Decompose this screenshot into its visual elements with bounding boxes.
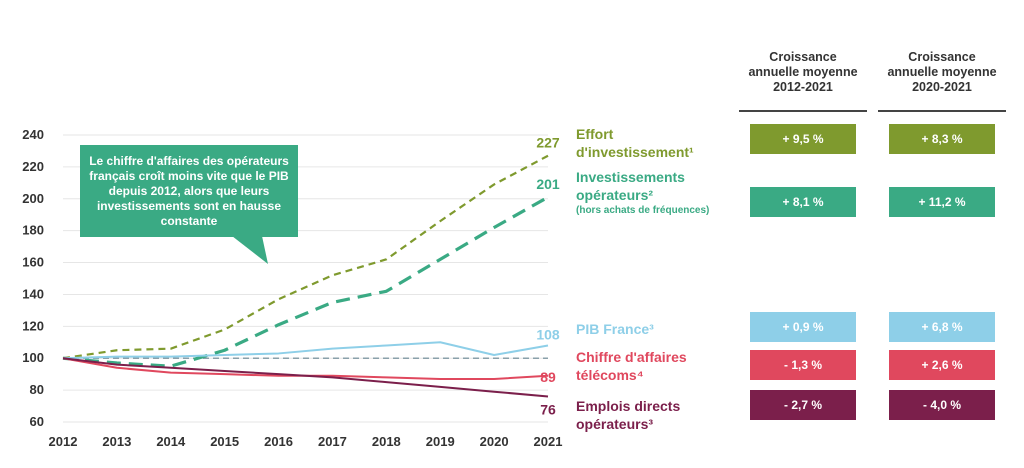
x-tick-2018: 2018: [372, 434, 401, 449]
series-line-0: [62, 154, 549, 360]
y-tick-120: 120: [22, 318, 44, 333]
label-invest-line1: Investissements: [576, 169, 685, 185]
x-tick-2017: 2017: [318, 434, 347, 449]
end-labels: 227 201 108 89 76: [536, 135, 560, 418]
row-emplois-col2: - 4,0 %: [889, 390, 995, 420]
x-tick-2016: 2016: [264, 434, 293, 449]
end-label-2: 108: [536, 326, 560, 342]
x-tick-2012: 2012: [49, 434, 78, 449]
x-tick-2020: 2020: [480, 434, 509, 449]
x-tick-2015: 2015: [210, 434, 239, 449]
row-ca-col2: + 2,6 %: [889, 350, 995, 380]
label-emplois-line2: opérateurs³: [576, 416, 654, 432]
series-line-4: [62, 357, 549, 398]
label-effort-line2: d'investissement¹: [576, 144, 694, 160]
y-tick-140: 140: [22, 286, 44, 301]
y-tick-180: 180: [22, 223, 44, 238]
label-ca-line1: Chiffre d'affaires: [576, 349, 687, 365]
x-tick-2021: 2021: [534, 434, 563, 449]
row-invest-col1: + 8,1 %: [750, 187, 856, 217]
label-ca-line2: télécoms⁴: [576, 367, 644, 383]
y-tick-160: 160: [22, 255, 44, 270]
callout-box: Le chiffre d'affaires des opérateurs fra…: [80, 145, 298, 237]
row-invest-col2: + 11,2 %: [889, 187, 995, 217]
col1-header-line3: 2012-2021: [773, 80, 833, 94]
label-emplois-line1: Emplois directs: [576, 398, 681, 414]
col1-header-line1: Croissance: [769, 50, 837, 64]
x-tick-2013: 2013: [102, 434, 131, 449]
y-axis-ticks: 60 80 100 120 140 160 180 200 220 240: [22, 127, 44, 429]
label-pib: PIB France³: [576, 320, 654, 338]
label-invest-sub: (hors achats de fréquences): [576, 205, 710, 216]
end-label-3: 89: [540, 369, 556, 385]
series-lines: [62, 154, 549, 398]
row-effort-col1: + 9,5 %: [750, 124, 856, 154]
y-tick-220: 220: [22, 159, 44, 174]
end-label-1: 201: [536, 176, 560, 192]
row-effort-col2: + 8,3 %: [889, 124, 995, 154]
label-effort-line1: Effort: [576, 126, 614, 142]
callout-tail: [232, 236, 268, 264]
series-line-1: [62, 195, 549, 368]
y-tick-80: 80: [30, 382, 44, 397]
y-tick-240: 240: [22, 127, 44, 142]
label-invest: Investissements opérateurs² (hors achats…: [576, 168, 709, 218]
end-label-0: 227: [536, 135, 560, 151]
label-emplois: Emplois directs opérateurs³: [576, 397, 680, 433]
row-ca-col1: - 1,3 %: [750, 350, 856, 380]
x-tick-2019: 2019: [426, 434, 455, 449]
label-invest-line2: opérateurs²: [576, 187, 654, 203]
x-tick-2014: 2014: [156, 434, 186, 449]
label-ca: Chiffre d'affaires télécoms⁴: [576, 348, 687, 384]
row-pib-col2: + 6,8 %: [889, 312, 995, 342]
series-line-2: [62, 341, 549, 360]
y-tick-60: 60: [30, 414, 44, 429]
row-emplois-col1: - 2,7 %: [750, 390, 856, 420]
col1-rule: [739, 110, 867, 112]
y-tick-100: 100: [22, 350, 44, 365]
y-tick-200: 200: [22, 191, 44, 206]
label-pib-text: PIB France³: [576, 321, 654, 337]
col1-header-line2: annuelle moyenne: [748, 65, 858, 79]
col2-header: Croissance annuelle moyenne 2020-2021: [878, 50, 1006, 95]
x-axis-ticks: 2012 2013 2014 2015 2016 2017 2018 2019 2020 2021: [49, 434, 563, 449]
col2-header-line3: 2020-2021: [912, 80, 972, 94]
end-label-4: 76: [540, 401, 556, 417]
label-effort: Effort d'investissement¹: [576, 125, 694, 161]
row-pib-col1: + 0,9 %: [750, 312, 856, 342]
col1-header: Croissance annuelle moyenne 2012-2021: [739, 50, 867, 95]
col2-rule: [878, 110, 1006, 112]
col2-header-line1: Croissance: [908, 50, 976, 64]
col2-header-line2: annuelle moyenne: [887, 65, 997, 79]
